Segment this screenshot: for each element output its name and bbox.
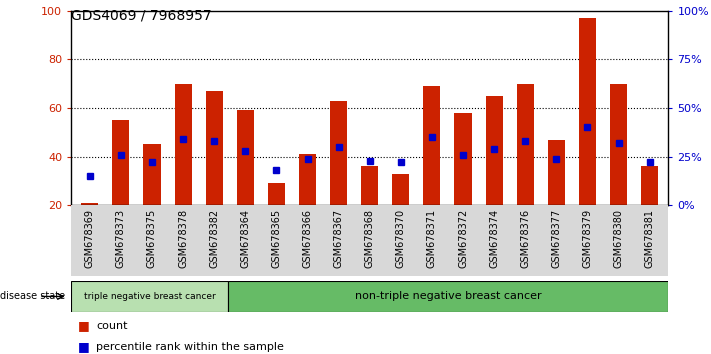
Bar <box>268 183 285 205</box>
Text: ■: ■ <box>78 341 90 353</box>
Text: percentile rank within the sample: percentile rank within the sample <box>96 342 284 352</box>
Bar <box>547 139 565 205</box>
Text: count: count <box>96 321 127 331</box>
Text: GSM678379: GSM678379 <box>582 209 592 268</box>
Text: GSM678371: GSM678371 <box>427 209 437 268</box>
Bar <box>486 96 503 205</box>
Text: GSM678369: GSM678369 <box>85 209 95 268</box>
Bar <box>579 18 596 205</box>
Text: GDS4069 / 7968957: GDS4069 / 7968957 <box>71 9 212 23</box>
Bar <box>610 84 627 205</box>
Text: GSM678367: GSM678367 <box>333 209 343 268</box>
Text: GSM678365: GSM678365 <box>272 209 282 268</box>
Bar <box>361 166 378 205</box>
Text: GSM678366: GSM678366 <box>302 209 313 268</box>
Text: non-triple negative breast cancer: non-triple negative breast cancer <box>355 291 542 302</box>
Bar <box>423 86 441 205</box>
Bar <box>454 113 471 205</box>
Text: GSM678373: GSM678373 <box>116 209 126 268</box>
Text: GSM678377: GSM678377 <box>551 209 562 268</box>
Bar <box>112 120 129 205</box>
Text: GSM678380: GSM678380 <box>614 209 624 268</box>
Text: GSM678382: GSM678382 <box>209 209 219 268</box>
Bar <box>174 84 192 205</box>
Text: GSM678375: GSM678375 <box>147 209 157 268</box>
Text: GSM678370: GSM678370 <box>396 209 406 268</box>
Text: GSM678372: GSM678372 <box>458 209 468 268</box>
Text: GSM678381: GSM678381 <box>645 209 655 268</box>
Bar <box>81 203 98 205</box>
Bar <box>71 281 228 312</box>
Bar <box>517 84 534 205</box>
Text: GSM678364: GSM678364 <box>240 209 250 268</box>
Text: disease state: disease state <box>0 291 65 302</box>
Bar <box>330 101 347 205</box>
Bar <box>205 91 223 205</box>
Text: GSM678368: GSM678368 <box>365 209 375 268</box>
Text: GSM678378: GSM678378 <box>178 209 188 268</box>
Text: triple negative breast cancer: triple negative breast cancer <box>84 292 215 301</box>
Bar <box>392 174 410 205</box>
Bar <box>228 281 668 312</box>
Bar <box>641 166 658 205</box>
Text: ■: ■ <box>78 319 90 332</box>
Text: GSM678374: GSM678374 <box>489 209 499 268</box>
Bar <box>237 110 254 205</box>
Bar <box>299 154 316 205</box>
Bar <box>144 144 161 205</box>
Text: GSM678376: GSM678376 <box>520 209 530 268</box>
